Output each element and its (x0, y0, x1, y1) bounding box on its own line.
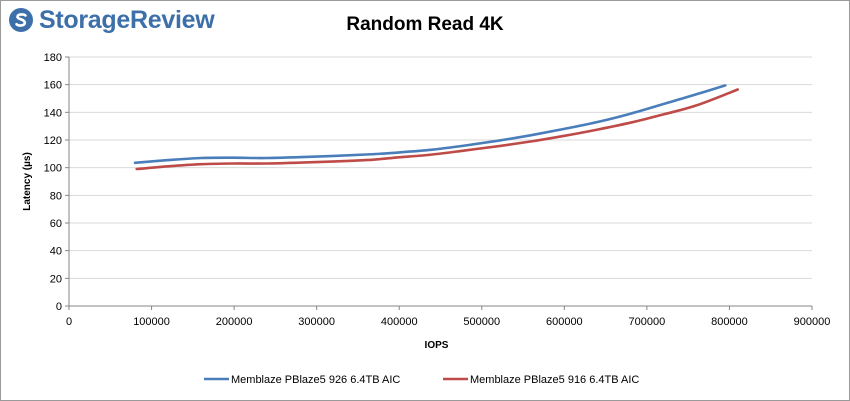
y-tick-label: 140 (44, 107, 62, 119)
chart-title: Random Read 4K (346, 14, 504, 35)
series-lines (133, 84, 739, 171)
y-tick-label: 120 (44, 135, 62, 147)
x-tick-label: 800000 (711, 316, 748, 328)
axes (68, 57, 812, 307)
grid-lines (69, 56, 812, 279)
series-line-2 (135, 88, 739, 171)
x-tick-label: 500000 (463, 316, 500, 328)
y-axis-ticks: 0 20 40 60 80 100 120 140 160 180 (44, 52, 69, 313)
x-tick-label: 0 (66, 316, 72, 328)
y-tick-label: 100 (44, 163, 62, 175)
x-axis-ticks: 0 100000 200000 300000 400000 500000 600000 700… (66, 306, 830, 328)
x-tick-label: 700000 (629, 316, 666, 328)
x-tick-label: 900000 (794, 316, 831, 328)
legend-label-1: Memblaze PBlaze5 926 6.4TB AIC (231, 374, 400, 386)
x-tick-label: 200000 (216, 316, 253, 328)
storagereview-logo-icon (9, 8, 33, 32)
y-tick-label: 180 (44, 52, 62, 64)
x-tick-label: 600000 (546, 316, 583, 328)
y-tick-label: 20 (50, 273, 62, 285)
y-tick-label: 0 (56, 301, 62, 313)
brand-logo: StorageReview (8, 4, 215, 36)
x-tick-label: 300000 (298, 316, 335, 328)
legend: Memblaze PBlaze5 926 6.4TB AIC Memblaze P… (204, 374, 639, 386)
x-tick-label: 400000 (381, 316, 418, 328)
y-tick-label: 60 (50, 218, 62, 230)
legend-label-2: Memblaze PBlaze5 916 6.4TB AIC (470, 374, 639, 386)
y-tick-label: 160 (44, 80, 62, 92)
y-tick-label: 80 (50, 190, 62, 202)
series-line-1 (133, 84, 727, 165)
brand-name: StorageReview (39, 5, 215, 34)
x-axis-label: IOPS (425, 340, 449, 351)
x-tick-label: 100000 (133, 316, 170, 328)
y-axis-label: Latency (µs) (22, 152, 33, 211)
y-tick-label: 40 (50, 246, 62, 258)
